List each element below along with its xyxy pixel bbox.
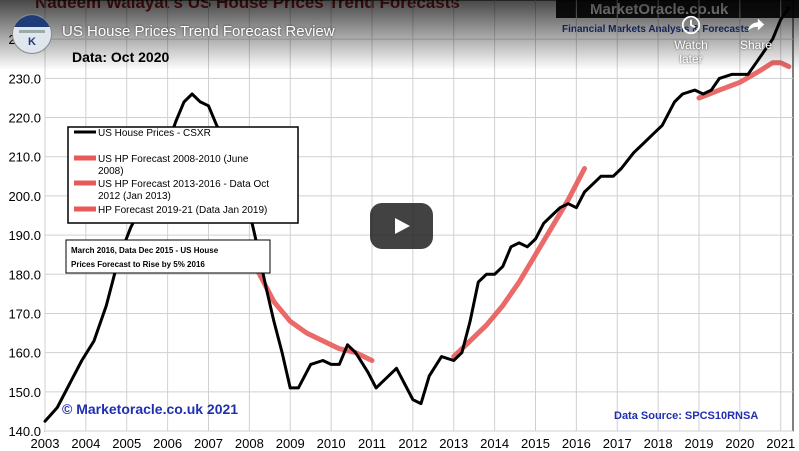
y-tick-label: 180.0 (8, 267, 41, 282)
legend-item-label: US HP Forecast 2013-2016 - Data Oct 2012 … (98, 179, 269, 202)
avatar-line-shape (19, 30, 45, 33)
chart-legend: US House Prices - CSXR US HP Forecast 200… (67, 126, 299, 224)
x-tick-label: 2005 (112, 436, 141, 451)
watch-later-label: Watch later (674, 38, 708, 66)
callout-line-1: March 2016, Data Dec 2015 - US House (71, 246, 219, 255)
x-tick-label: 2020 (725, 436, 754, 451)
clock-icon (681, 15, 701, 35)
y-tick-label: 190.0 (8, 228, 41, 243)
share-arrow-icon (747, 18, 765, 32)
x-tick-label: 2006 (153, 436, 182, 451)
watch-later-button[interactable]: Watch later (661, 14, 721, 66)
x-tick-label: 2010 (317, 436, 346, 451)
callout-line-2: Prices Forecast to Rise by 5% 2016 (71, 260, 205, 269)
channel-avatar[interactable]: K (12, 14, 52, 54)
series-line-forecast (451, 166, 587, 360)
x-tick-label: 2003 (31, 436, 60, 451)
legend-item-label: US House Prices - CSXR (98, 128, 211, 139)
x-axis: 2003 2004 2005 2006 2007 2008 2009 2010 2011 2012… (31, 436, 796, 451)
y-tick-label: 220.0 (8, 111, 41, 126)
x-tick-label: 2017 (603, 436, 632, 451)
y-tick-label: 200.0 (8, 189, 41, 204)
x-tick-label: 2013 (439, 436, 468, 451)
copyright-note: © Marketoracle.co.uk 2021 (62, 401, 238, 417)
share-label: Share (739, 38, 773, 52)
y-tick-label: 230.0 (8, 71, 41, 86)
x-tick-label: 2016 (562, 436, 591, 451)
x-tick-label: 2007 (194, 436, 223, 451)
x-tick-label: 2004 (71, 436, 100, 451)
series-line-actual (43, 6, 791, 423)
y-tick-label: 140.0 (8, 424, 41, 439)
chart-date: Data: Oct 2020 (72, 49, 169, 65)
x-tick-label: 2012 (398, 436, 427, 451)
avatar-banner-shape (13, 15, 51, 27)
play-icon (395, 218, 410, 234)
video-title[interactable]: US House Prices Trend Forecast Review (62, 23, 335, 40)
play-button[interactable] (370, 203, 433, 249)
logo-tagline: Financial Markets Analysis & Forecasts (562, 24, 750, 35)
data-source-note: Data Source: SPCS10RNSA (614, 410, 758, 422)
y-tick-label: 170.0 (8, 306, 41, 321)
y-tick-label: 210.0 (8, 150, 41, 165)
x-tick-label: 2011 (358, 436, 386, 451)
y-tick-label: 150.0 (8, 385, 41, 400)
callout-note: March 2016, Data Dec 2015 - US House Pri… (65, 239, 271, 274)
banner-title: Nadeem Walayat's US House Prices Trend F… (35, 0, 460, 12)
avatar-k-icon: K (28, 36, 36, 48)
x-tick-label: 2019 (685, 436, 714, 451)
y-tick-label: 160.0 (8, 346, 41, 361)
x-tick-label: 2008 (235, 436, 264, 451)
share-button[interactable]: Share (726, 14, 786, 52)
x-tick-label: 2021 (766, 436, 795, 451)
x-tick-label: 2014 (480, 436, 509, 451)
x-tick-label: 2015 (521, 436, 550, 451)
x-tick-label: 2018 (644, 436, 673, 451)
x-tick-label: 2009 (276, 436, 305, 451)
legend-item-label: US HP Forecast 2008-2010 (June 2008) (98, 154, 249, 177)
legend-item-label: HP Forecast 2019-21 (Data Jan 2019) (98, 205, 267, 216)
